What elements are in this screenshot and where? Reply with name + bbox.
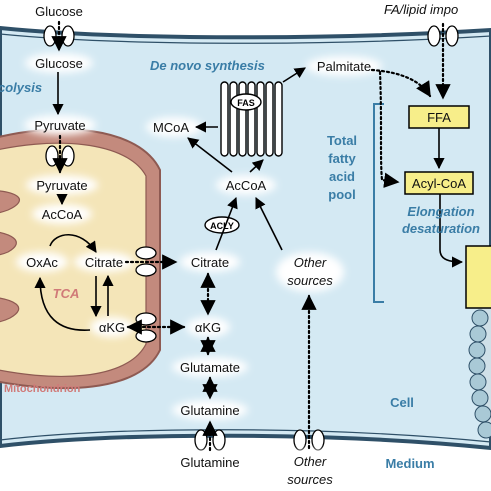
transporter-glucose (43, 25, 75, 47)
other-sources-medium-line1: Other (294, 454, 327, 469)
pool-label-1: Total (327, 133, 357, 148)
desaturation-label: desaturation (402, 221, 480, 236)
cell-label: Cell (390, 395, 414, 410)
medium-label: Medium (385, 456, 434, 471)
fas-complex (220, 81, 283, 157)
other-sources-cell-line1: Other (294, 255, 327, 270)
mitochondrion-label: Mitochondrion (4, 383, 81, 395)
fa-import-label: FA/lipid impo (384, 2, 458, 17)
dotted-arrows (51, 20, 451, 452)
other-sources-cell-line2: sources (287, 273, 333, 288)
tca-label: TCA (53, 286, 80, 301)
label-glows (16, 53, 382, 490)
acylcoa-label: Acyl-CoA (412, 176, 467, 191)
pool-label-4: pool (328, 187, 355, 202)
palmitate-label: Palmitate (317, 59, 371, 74)
akg-cytosol-label: αKG (195, 320, 221, 335)
citrate-cytosol-label: Citrate (191, 255, 229, 270)
de-novo-synthesis-label: De novo synthesis (150, 58, 265, 73)
transporter-citrate-mito (135, 246, 157, 277)
pyruvate-cytosol-label: Pyruvate (34, 118, 85, 133)
glucose-outside-label: Glucose (35, 4, 83, 19)
solid-arrows (34, 67, 464, 331)
glucose-cytosol-label: Glucose (35, 56, 83, 71)
lipid-membrane (465, 245, 491, 439)
glutamine-medium-label: Glutamine (180, 455, 239, 470)
glutamate-label: Glutamate (180, 360, 240, 375)
pool-label-2: fatty (328, 151, 356, 166)
glutamine-cell-label: Glutamine (180, 403, 239, 418)
ffa-label: FFA (427, 110, 451, 125)
elongation-label: Elongation (407, 204, 474, 219)
pool-label-3: acid (329, 169, 355, 184)
acylcoa-box (404, 171, 474, 195)
accoa-mito-label: AcCoA (42, 207, 83, 222)
cell-membrane-bottom-inner (0, 429, 491, 443)
transporter-fa-import (427, 25, 459, 47)
other-sources-medium-line2: sources (287, 472, 333, 487)
fas-badge (230, 93, 262, 111)
accoa-cytosol-label: AcCoA (226, 178, 267, 193)
fas-enzyme-label: FAS (237, 98, 255, 108)
glycolysis-label: colysis (0, 80, 42, 95)
pyruvate-mito-label: Pyruvate (36, 178, 87, 193)
pool-bracket (373, 103, 384, 303)
akg-mito-label: αKG (99, 320, 125, 335)
transporter-other (293, 429, 325, 451)
acly-enzyme-label: ACLY (210, 221, 234, 231)
citrate-mito-label: Citrate (85, 255, 123, 270)
oxac-label: OxAc (26, 255, 58, 270)
mcoa-label: MCoA (153, 120, 189, 135)
